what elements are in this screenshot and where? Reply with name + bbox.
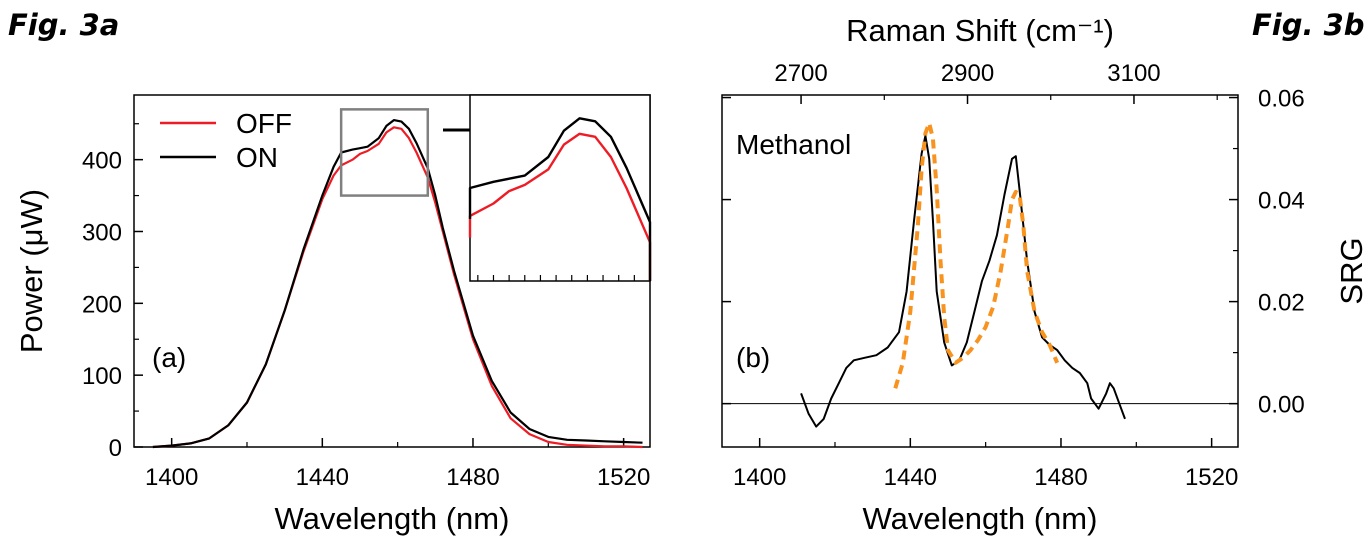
panel-b-top-tick-label: 2700: [774, 60, 827, 87]
inset-ticks: [477, 275, 635, 281]
panel-a-curves: [152, 119, 643, 449]
sample-annotation: Methanol: [736, 129, 851, 160]
panel-a-ytick-label: 400: [82, 148, 122, 175]
panel-b-ytick-label: 0.06: [1258, 86, 1305, 113]
panel-a-ytick-label: 100: [82, 363, 122, 390]
panel-b-xtick-label: 1440: [884, 464, 937, 491]
inset-series-on-line: [468, 117, 652, 281]
panel-a-xlabel: Wavelength (nm): [275, 501, 510, 536]
panel-b-top-xlabel: Raman Shift (cm⁻¹): [846, 13, 1114, 48]
zoom-region-box: [339, 108, 430, 197]
inset-curves: [468, 117, 652, 281]
panel-a-ylabel: Power (μW): [14, 189, 49, 353]
panel-a-ticks: 1400 1440 1480 1520 0 100 200 300 400: [82, 123, 650, 491]
series-on-line: [152, 119, 643, 449]
panel-b-label: (b): [736, 342, 770, 373]
inset-frame: [469, 94, 651, 282]
panel-b-ytick-label: 0.00: [1258, 392, 1305, 419]
figure-label-b: Fig. 3b: [1252, 8, 1365, 42]
panel-a-ytick-label: 300: [82, 219, 122, 246]
inset-series-off-line: [468, 132, 652, 281]
panel-a-ytick-label: 200: [82, 291, 122, 318]
figure-label-a: Fig. 3a: [8, 8, 120, 42]
panel-b-curves: [800, 121, 1126, 428]
panel-b-xtick-label: 1480: [1034, 464, 1087, 491]
panel-b-xtick-label: 1520: [1185, 464, 1238, 491]
panel-a-xtick-label: 1400: [145, 464, 198, 491]
panel-a-xtick-label: 1520: [597, 464, 650, 491]
panel-b-ytick-label: 0.04: [1258, 188, 1305, 215]
panel-a-label: (a): [152, 342, 186, 373]
panel-b-top-tick-label: 2900: [941, 60, 994, 87]
panel-b-plot-frame: [721, 94, 1239, 448]
panel-b-ylabel: SRG: [1334, 237, 1368, 304]
srg-solid-line: [800, 134, 1126, 428]
legend: OFF ON: [160, 108, 292, 173]
srg-dashed-line: [893, 121, 1060, 389]
panel-b-top-tick-label: 3100: [1107, 60, 1160, 87]
legend-on-label: ON: [236, 142, 278, 173]
panel-b-xtick-label: 1400: [733, 464, 786, 491]
legend-off-label: OFF: [236, 108, 292, 139]
panel-b-ticks: 1400 1440 1480 1520 0.00 0.02 0.04 0.06 2700 2900…: [722, 60, 1305, 491]
panel-b-xlabel: Wavelength (nm): [863, 501, 1098, 536]
panel-a-ytick-label: 0: [109, 435, 122, 462]
panel-b-ytick-label: 0.02: [1258, 290, 1305, 317]
panel-a-xtick-label: 1480: [446, 464, 499, 491]
panel-a-xtick-label: 1440: [296, 464, 349, 491]
